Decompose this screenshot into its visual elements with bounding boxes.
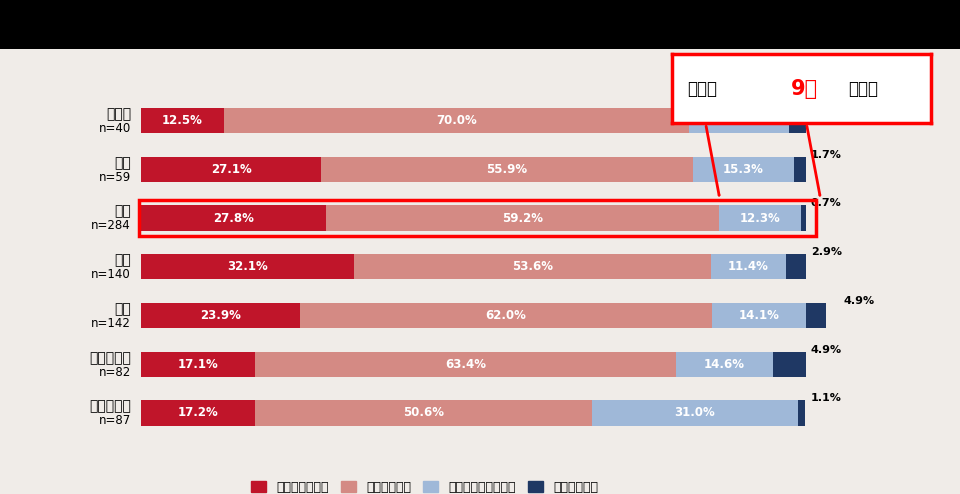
Bar — [794, 157, 805, 182]
Text: 70.0%: 70.0% — [437, 114, 477, 127]
Text: 17.2%: 17.2% — [178, 407, 219, 419]
Bar — [141, 254, 354, 280]
Text: 15.3%: 15.3% — [723, 163, 764, 176]
Text: 関東で: 関東で — [687, 80, 717, 98]
Text: 14.1%: 14.1% — [738, 309, 780, 322]
Text: 4.9%: 4.9% — [844, 296, 875, 306]
Bar — [786, 254, 805, 280]
Text: 27.8%: 27.8% — [213, 211, 253, 225]
Bar — [676, 352, 773, 377]
Text: 東北: 東北 — [114, 156, 132, 170]
Text: 15.0%: 15.0% — [719, 114, 759, 127]
Bar — [224, 108, 689, 133]
Text: 14.6%: 14.6% — [704, 358, 745, 370]
Text: 50.6%: 50.6% — [403, 407, 444, 419]
Text: 2.5%: 2.5% — [811, 101, 842, 111]
Text: 12.5%: 12.5% — [162, 114, 203, 127]
Bar — [141, 206, 325, 231]
Bar — [141, 400, 255, 426]
Bar — [322, 157, 693, 182]
Text: 2.9%: 2.9% — [811, 247, 842, 257]
Text: n=87: n=87 — [99, 414, 132, 427]
Bar — [789, 108, 805, 133]
Bar — [712, 303, 805, 328]
Bar — [773, 352, 805, 377]
Bar — [255, 400, 591, 426]
Text: 9割: 9割 — [791, 79, 818, 99]
Text: 中国・四国: 中国・四国 — [89, 351, 132, 365]
Bar — [693, 157, 794, 182]
Bar — [141, 108, 224, 133]
Text: 1.1%: 1.1% — [810, 393, 841, 403]
Bar — [354, 254, 710, 280]
Text: 11.4%: 11.4% — [728, 260, 769, 273]
Text: n=40: n=40 — [99, 122, 132, 135]
Text: 17.1%: 17.1% — [178, 358, 218, 370]
Bar — [300, 303, 712, 328]
Text: 53.6%: 53.6% — [512, 260, 553, 273]
Bar — [591, 400, 798, 426]
Text: n=142: n=142 — [91, 317, 132, 330]
Text: n=59: n=59 — [99, 170, 132, 184]
Text: 0.7%: 0.7% — [811, 199, 842, 208]
Text: 27.1%: 27.1% — [211, 163, 252, 176]
Text: 59.2%: 59.2% — [502, 211, 543, 225]
Text: 32.1%: 32.1% — [228, 260, 268, 273]
Bar — [710, 254, 786, 280]
Text: 23.9%: 23.9% — [200, 309, 241, 322]
Text: 近畿: 近畿 — [114, 302, 132, 316]
Text: n=140: n=140 — [91, 268, 132, 281]
Text: 北海道: 北海道 — [106, 107, 132, 121]
Text: 31.0%: 31.0% — [674, 407, 715, 419]
Text: 関東: 関東 — [114, 205, 132, 219]
Bar — [719, 206, 801, 231]
Text: 1.7%: 1.7% — [811, 150, 842, 160]
Bar — [141, 303, 300, 328]
Text: n=284: n=284 — [91, 219, 132, 232]
Text: 12.3%: 12.3% — [740, 211, 780, 225]
Legend: とてもそう思う, ややそう思う, あまりそう思わない, そう思わない: とてもそう思う, ややそう思う, あまりそう思わない, そう思わない — [246, 476, 604, 494]
Bar — [805, 303, 838, 328]
Text: 62.0%: 62.0% — [486, 309, 526, 322]
Text: 中部: 中部 — [114, 253, 132, 267]
Text: 九州・沖縄: 九州・沖縄 — [89, 400, 132, 413]
Bar — [798, 400, 805, 426]
Bar — [254, 352, 676, 377]
Text: 4.9%: 4.9% — [811, 345, 842, 355]
Bar — [801, 206, 805, 231]
Bar — [141, 352, 254, 377]
Bar — [689, 108, 789, 133]
Text: 55.9%: 55.9% — [487, 163, 527, 176]
Text: 近くに: 近くに — [849, 80, 878, 98]
Bar — [141, 157, 322, 182]
Bar — [325, 206, 719, 231]
Text: 63.4%: 63.4% — [444, 358, 486, 370]
Text: n=82: n=82 — [99, 366, 132, 378]
